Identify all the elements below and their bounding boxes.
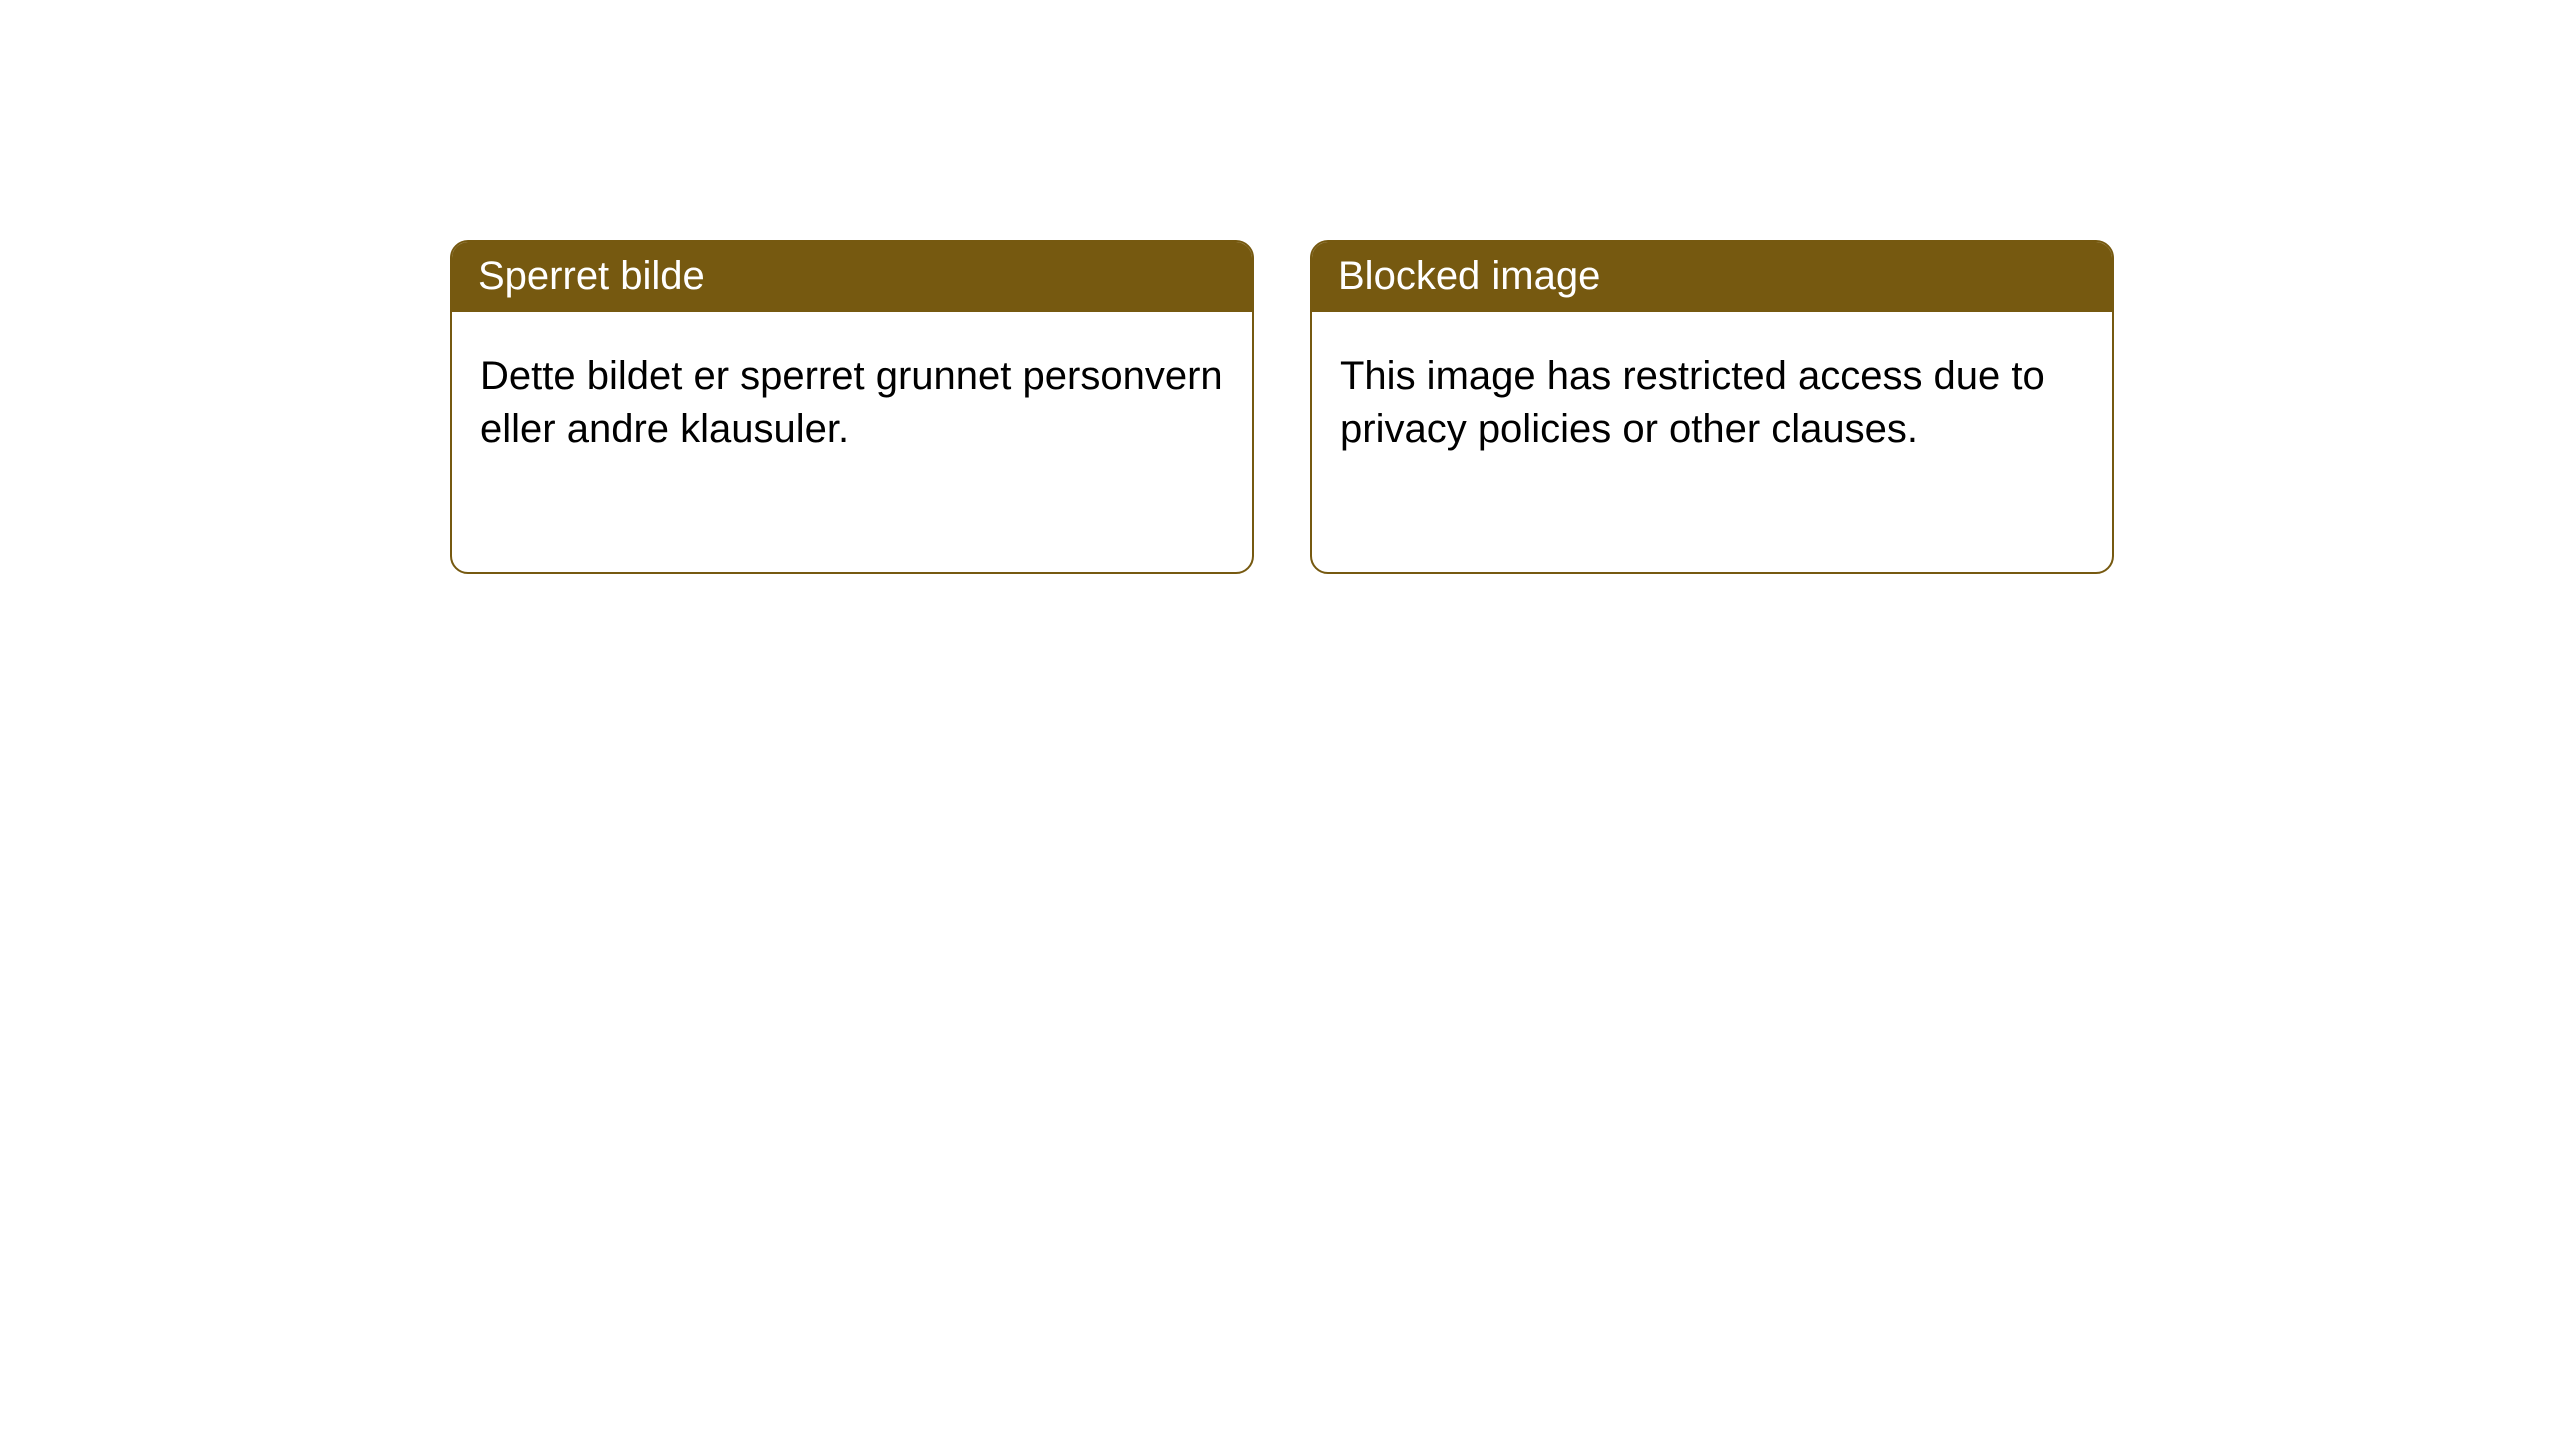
notice-body-english: This image has restricted access due to … (1312, 312, 2112, 484)
notice-body-norwegian: Dette bildet er sperret grunnet personve… (452, 312, 1252, 484)
notice-card-english: Blocked image This image has restricted … (1310, 240, 2114, 574)
notice-container: Sperret bilde Dette bildet er sperret gr… (0, 0, 2560, 574)
notice-header-norwegian: Sperret bilde (452, 242, 1252, 312)
notice-header-english: Blocked image (1312, 242, 2112, 312)
notice-card-norwegian: Sperret bilde Dette bildet er sperret gr… (450, 240, 1254, 574)
